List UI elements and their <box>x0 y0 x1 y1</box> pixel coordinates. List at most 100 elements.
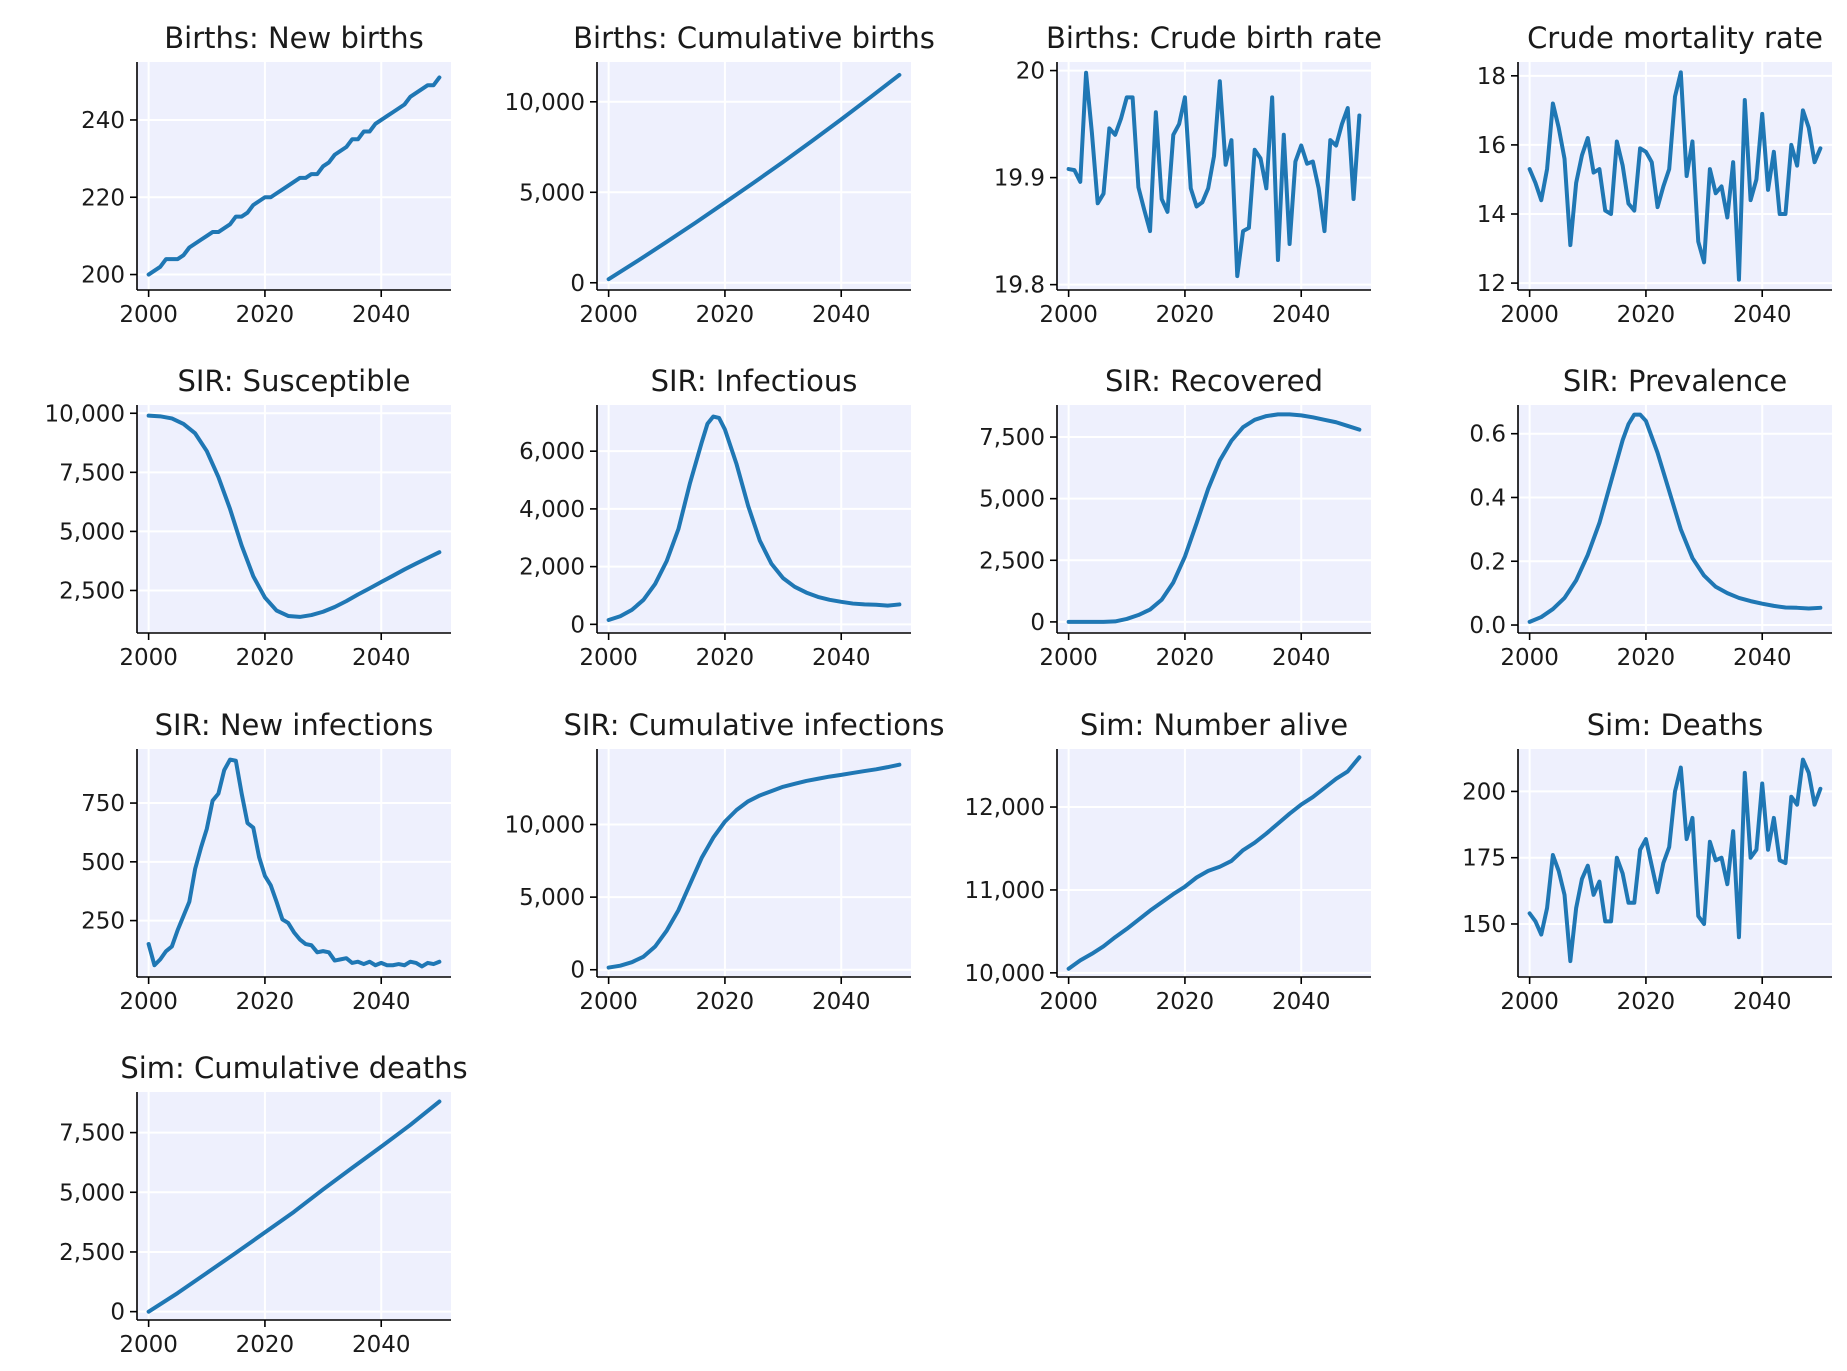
x-tick-label: 2000 <box>1500 645 1559 671</box>
plot-area <box>597 749 911 977</box>
plot-area <box>137 749 451 977</box>
y-tick-label: 18 <box>1477 64 1506 90</box>
subplot-1: 2000 2020 2040 0 5,000 10,000 Births: Cumulati… <box>505 21 935 328</box>
x-tick-label: 2000 <box>1039 989 1098 1015</box>
y-tick-label: 7,500 <box>59 1121 125 1147</box>
y-tick-label: 175 <box>1462 846 1506 872</box>
plot-area <box>1057 62 1371 290</box>
x-tick-label: 2000 <box>119 645 178 671</box>
y-tick-label: 240 <box>81 108 125 134</box>
subplot-4: 2000 2020 2040 2,500 5,000 7,500 10,000 SIR: Su… <box>45 364 451 671</box>
series-line <box>1527 757 1823 964</box>
y-tick-label: 2,500 <box>59 1240 125 1266</box>
y-tick-label: 10,000 <box>965 961 1045 987</box>
subplot-title: Births: Cumulative births <box>573 21 935 55</box>
y-tick-label: 5,000 <box>59 519 125 545</box>
y-tick-label: 20 <box>1016 59 1045 85</box>
y-tick-label: 19.9 <box>994 166 1045 192</box>
y-tick-label: 4,000 <box>519 497 585 523</box>
series-line <box>1527 70 1823 282</box>
subplot-title: Sim: Cumulative deaths <box>120 1051 467 1085</box>
plot-area <box>1057 405 1371 633</box>
x-tick-label: 2040 <box>1272 989 1331 1015</box>
y-tick-label: 12,000 <box>965 795 1045 821</box>
series-line <box>146 1099 442 1314</box>
subplot-6: 2000 2020 2040 0 2,500 5,000 7,500 SIR: Recover… <box>979 364 1371 671</box>
subplot-3: 2000 2020 2040 12 14 16 18 Crude mortality rate <box>1477 21 1832 328</box>
y-tick-label: 7,500 <box>59 460 125 486</box>
series-line <box>1066 412 1362 624</box>
plot-area <box>1518 405 1832 633</box>
y-tick-label: 2,000 <box>519 555 585 581</box>
y-tick-label: 0 <box>110 1300 125 1326</box>
y-tick-label: 5,000 <box>59 1180 125 1206</box>
subplot-8: 2000 2020 2040 250 500 750 SIR: New infections <box>81 708 451 1015</box>
plot-area <box>137 405 451 633</box>
y-tick-label: 150 <box>1462 912 1506 938</box>
series-line <box>606 414 902 623</box>
subplot-title: SIR: Recovered <box>1105 364 1323 398</box>
y-tick-label: 0.4 <box>1469 485 1506 511</box>
x-tick-label: 2040 <box>1733 989 1792 1015</box>
y-tick-label: 16 <box>1477 133 1506 159</box>
series-line <box>606 762 902 970</box>
y-tick-label: 10,000 <box>45 401 125 427</box>
subplot-title: SIR: Susceptible <box>177 364 410 398</box>
y-tick-label: 200 <box>81 263 125 289</box>
x-tick-label: 2040 <box>1733 645 1792 671</box>
x-tick-label: 2040 <box>812 302 871 328</box>
series-line <box>1066 70 1362 279</box>
x-tick-label: 2020 <box>236 989 295 1015</box>
plot-area <box>1057 749 1371 977</box>
x-tick-label: 2040 <box>1733 302 1792 328</box>
y-tick-label: 0 <box>570 958 585 984</box>
y-tick-label: 0.6 <box>1469 422 1506 448</box>
y-tick-label: 19.8 <box>994 273 1045 299</box>
y-tick-label: 200 <box>1462 779 1506 805</box>
x-tick-label: 2020 <box>1156 302 1215 328</box>
x-tick-label: 2020 <box>236 1332 295 1358</box>
x-tick-label: 2020 <box>1617 989 1676 1015</box>
x-tick-label: 2000 <box>119 1332 178 1358</box>
x-tick-label: 2040 <box>352 989 411 1015</box>
x-tick-label: 2000 <box>1500 302 1559 328</box>
x-tick-label: 2000 <box>1500 989 1559 1015</box>
x-tick-label: 2000 <box>1039 302 1098 328</box>
plot-area <box>137 1092 451 1320</box>
y-tick-label: 7,500 <box>979 425 1045 451</box>
subplot-title: SIR: Prevalence <box>1563 364 1787 398</box>
y-tick-label: 220 <box>81 185 125 211</box>
y-tick-label: 5,000 <box>519 885 585 911</box>
x-tick-label: 2000 <box>119 989 178 1015</box>
subplot-0: 2000 2020 2040 200 220 240 Births: New births <box>81 21 451 328</box>
y-tick-label: 0 <box>570 612 585 638</box>
subplot-title: Crude mortality rate <box>1527 21 1823 55</box>
subplot-9: 2000 2020 2040 0 5,000 10,000 SIR: Cumulative … <box>505 708 945 1015</box>
x-tick-label: 2000 <box>579 645 638 671</box>
y-tick-label: 500 <box>81 850 125 876</box>
y-tick-label: 0.0 <box>1469 613 1506 639</box>
subplot-title: SIR: New infections <box>155 708 434 742</box>
x-tick-label: 2040 <box>352 302 411 328</box>
subplot-title: SIR: Infectious <box>651 364 858 398</box>
series-line <box>146 75 442 277</box>
x-tick-label: 2040 <box>352 1332 411 1358</box>
y-tick-label: 2,500 <box>979 548 1045 574</box>
y-tick-label: 11,000 <box>965 878 1045 904</box>
subplot-10: 2000 2020 2040 10,000 11,000 12,000 Sim: Numbe… <box>965 708 1371 1015</box>
subplot-11: 2000 2020 2040 150 175 200 Sim: Deaths <box>1462 708 1832 1015</box>
x-tick-label: 2040 <box>1272 302 1331 328</box>
y-tick-label: 0 <box>570 271 585 297</box>
x-tick-label: 2040 <box>812 989 871 1015</box>
y-tick-label: 14 <box>1477 202 1506 228</box>
x-tick-label: 2000 <box>1039 645 1098 671</box>
plot-area <box>137 62 451 290</box>
x-tick-label: 2020 <box>696 645 755 671</box>
subplot-title: Births: Crude birth rate <box>1046 21 1382 55</box>
x-tick-label: 2000 <box>579 302 638 328</box>
x-tick-label: 2040 <box>812 645 871 671</box>
subplot-title: Sim: Deaths <box>1587 708 1764 742</box>
subplot-7: 2000 2020 2040 0.0 0.2 0.4 0.6 SIR: Prevalence <box>1469 364 1832 671</box>
x-tick-label: 2020 <box>236 302 295 328</box>
